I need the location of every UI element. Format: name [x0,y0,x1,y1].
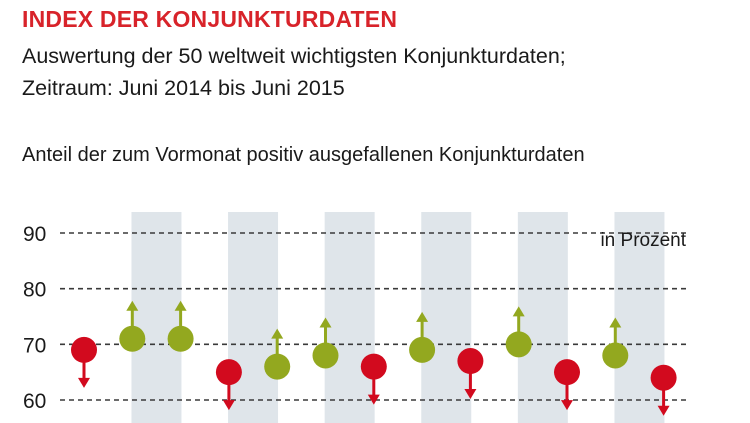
data-point [167,300,194,352]
y-tick-label: 70 [23,334,46,357]
data-point [602,317,629,369]
data-point [554,359,580,411]
point-marker [457,348,484,375]
point-marker [264,353,291,380]
data-point [457,348,484,400]
point-marker [71,336,97,363]
arrow-up-icon [416,311,429,322]
subtitle-line-2: Zeitraum: Juni 2014 bis Juni 2015 [22,76,345,100]
arrow-up-icon [319,317,332,328]
chart-title: INDEX DER KONJUNKTURDATEN [22,6,398,32]
arrow-down-icon [464,389,477,400]
point-marker [409,336,436,363]
column-band [131,212,182,423]
column-band [421,212,472,423]
column-band [228,212,279,423]
y-tick-label: 80 [23,279,46,302]
point-marker [554,359,580,386]
point-marker [312,342,339,369]
arrow-up-icon [271,328,284,339]
arrow-down-icon [78,377,90,388]
data-point [312,317,339,369]
column-band [324,212,375,423]
y-tick-label: 90 [23,223,46,246]
column-band [517,212,568,423]
point-marker [505,331,532,358]
point-marker [215,359,242,386]
arrow-down-icon [367,394,380,405]
arrow-down-icon [561,400,573,411]
band-layer [131,212,665,423]
tick-label-layer: 60 70 80 90 [23,223,46,413]
unit-label: in Prozent [600,230,686,251]
chart-caption: Anteil der zum Vormonat positiv ausgefal… [22,144,585,166]
arrow-down-icon [222,400,235,411]
data-point [505,306,532,358]
data-point [215,359,242,411]
point-marker [360,353,387,380]
arrow-up-icon [126,300,139,311]
data-point [650,364,677,416]
data-point [409,311,436,363]
point-marker [119,325,146,352]
arrow-up-icon [174,300,187,311]
point-marker [167,325,194,352]
marker-layer [71,300,677,416]
arrow-up-icon [512,306,525,317]
point-marker [602,342,629,369]
data-point [360,353,387,405]
chart-subtitle: Auswertung der 50 weltweit wichtigsten K… [22,40,566,104]
point-marker [650,364,677,391]
subtitle-line-1: Auswertung der 50 weltweit wichtigsten K… [22,44,566,68]
y-tick-label: 60 [23,390,46,413]
data-point [71,336,97,388]
arrow-down-icon [657,405,670,416]
data-point [119,300,146,352]
data-point [264,328,291,380]
arrow-up-icon [609,317,622,328]
